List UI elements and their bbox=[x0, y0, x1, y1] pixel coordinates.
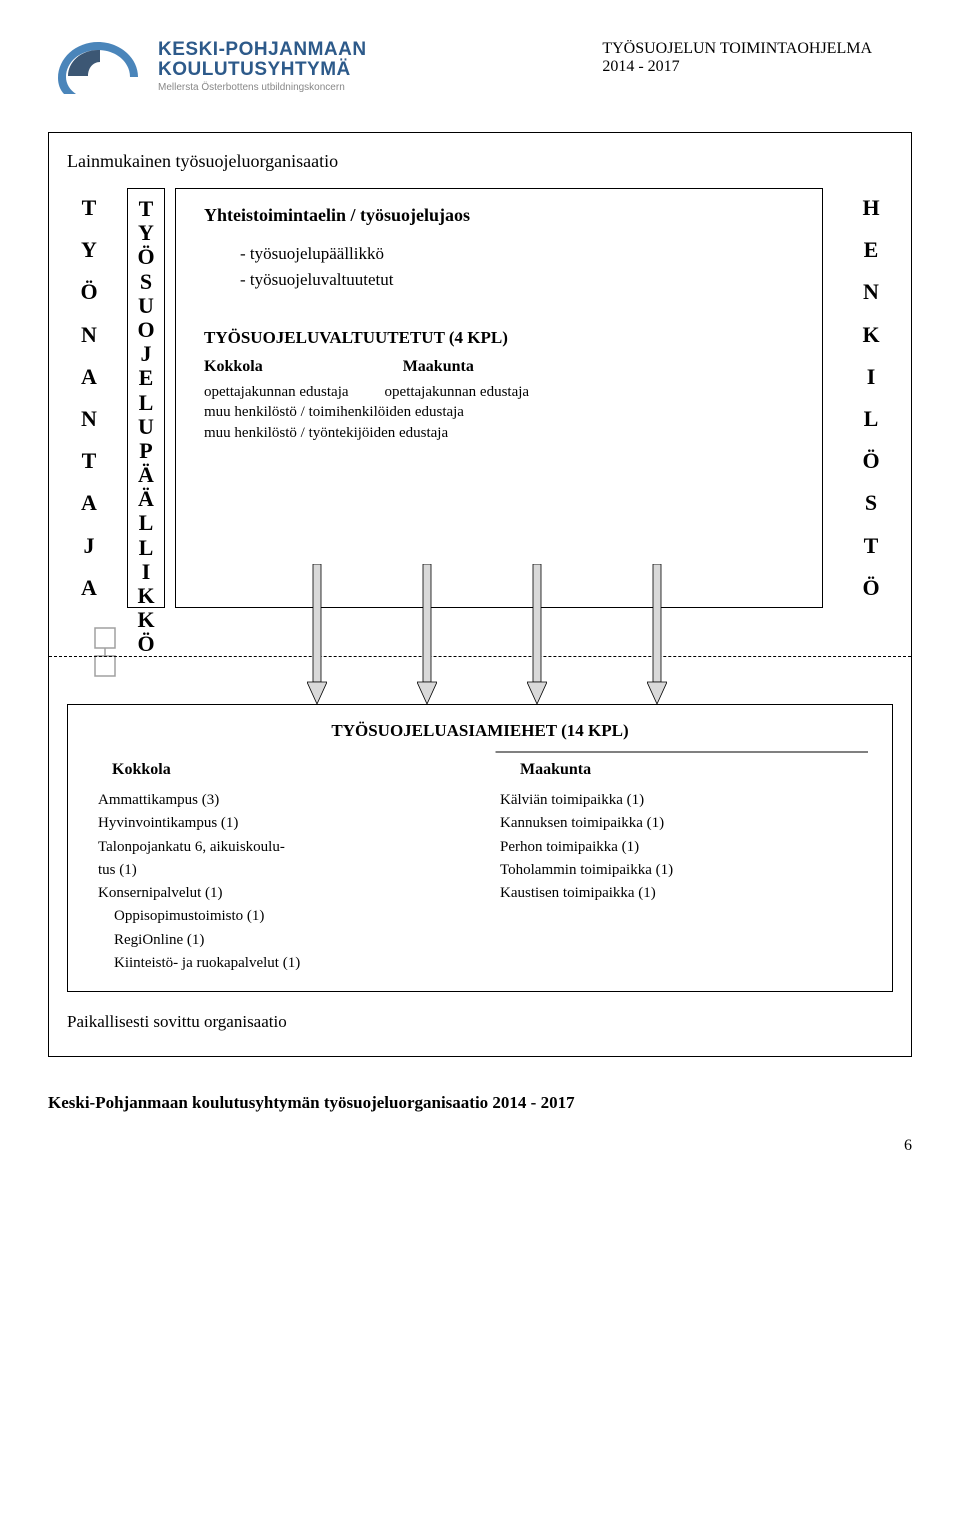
vertical-letter: Ä bbox=[138, 463, 154, 487]
list-item: Konsernipalvelut (1) bbox=[98, 882, 460, 905]
vertical-letter: N bbox=[81, 323, 97, 347]
center-col-right-head: Maakunta bbox=[403, 358, 474, 376]
vertical-letter: Ä bbox=[138, 487, 154, 511]
logo-tagline: Mellersta Österbottens utbildningskoncer… bbox=[158, 82, 367, 93]
vertical-label-employer: TYÖNANTAJA bbox=[67, 188, 111, 608]
vertical-letter: S bbox=[140, 270, 152, 294]
vertical-label-safety-manager: TYÖSUOJELUPÄÄLLIKKÖ bbox=[127, 188, 165, 608]
vertical-letter: S bbox=[865, 491, 877, 515]
vertical-label-staff: HENKILÖSTÖ bbox=[849, 188, 893, 608]
down-arrow-icon bbox=[417, 564, 437, 704]
frame-title: Lainmukainen työsuojeluorganisaatio bbox=[67, 151, 893, 172]
vertical-letter: T bbox=[82, 449, 97, 473]
list-item: Kälviän toimipaikka (1) bbox=[500, 789, 868, 812]
vertical-letter: Y bbox=[81, 238, 97, 262]
vertical-letter: L bbox=[139, 511, 154, 535]
vertical-letter: Ö bbox=[862, 576, 879, 600]
vertical-letter: T bbox=[139, 197, 154, 221]
vertical-letter: U bbox=[138, 415, 154, 439]
top-row: TYÖNANTAJA TYÖSUOJELUPÄÄLLIKKÖ Yhteistoi… bbox=[67, 188, 893, 608]
center-line1b: opettajakunnan edustaja bbox=[385, 382, 530, 402]
vertical-letter: U bbox=[138, 294, 154, 318]
center-title: Yhteistoimintaelin / työsuojelujaos bbox=[204, 205, 794, 226]
vertical-letter: Ö bbox=[80, 280, 97, 304]
footer-title: Keski-Pohjanmaan koulutusyhtymän työsuoj… bbox=[48, 1093, 912, 1113]
vertical-letter: E bbox=[864, 238, 879, 262]
center-list-item: - työsuojeluvaltuutetut bbox=[240, 270, 794, 290]
list-item: Kiinteistö- ja ruokapalvelut (1) bbox=[114, 952, 460, 975]
bottom-hline-icon bbox=[92, 749, 868, 755]
center-line1a: opettajakunnan edustaja bbox=[204, 382, 349, 402]
lock-box-icon bbox=[93, 626, 117, 678]
org-logo-block: KESKI-POHJANMAAN KOULUTUSYHTYMÄ Mellerst… bbox=[48, 40, 367, 100]
list-item: Oppisopimustoimisto (1) bbox=[114, 905, 460, 928]
list-item: Ammattikampus (3) bbox=[98, 789, 460, 812]
bottom-left-body: Ammattikampus (3)Hyvinvointikampus (1)Ta… bbox=[92, 789, 460, 975]
bottom-col-left: Kokkola Ammattikampus (3)Hyvinvointikamp… bbox=[92, 761, 460, 975]
vertical-letter: O bbox=[137, 318, 154, 342]
bottom-right-head: Maakunta bbox=[520, 761, 868, 779]
bottom-box: TYÖSUOJELUASIAMIEHET (14 KPL) Kokkola Am… bbox=[67, 704, 893, 992]
center-subtitle: TYÖSUOJELUVALTUUTETUT (4 KPL) bbox=[204, 328, 794, 348]
list-item: Talonpojankatu 6, aikuiskoulu- bbox=[98, 836, 460, 859]
center-col-left-head: Kokkola bbox=[204, 358, 263, 376]
page-number: 6 bbox=[48, 1137, 912, 1155]
vertical-letter: J bbox=[84, 534, 95, 558]
org-logo-icon bbox=[48, 40, 148, 100]
vertical-letter: N bbox=[81, 407, 97, 431]
vertical-letter: N bbox=[863, 280, 879, 304]
document-title-block: TYÖSUOJELUN TOIMINTAOHJELMA 2014 - 2017 bbox=[602, 40, 872, 76]
vertical-letter: A bbox=[81, 576, 97, 600]
list-item: Toholammin toimipaikka (1) bbox=[500, 859, 868, 882]
vertical-letter: T bbox=[864, 534, 879, 558]
vertical-letter: P bbox=[139, 439, 152, 463]
vertical-letter: K bbox=[137, 584, 154, 608]
list-item: Hyvinvointikampus (1) bbox=[98, 812, 460, 835]
vertical-letter: Ö bbox=[137, 245, 154, 269]
document-header: KESKI-POHJANMAAN KOULUTUSYHTYMÄ Mellerst… bbox=[48, 40, 912, 100]
bottom-left-head: Kokkola bbox=[112, 761, 460, 779]
bottom-title: TYÖSUOJELUASIAMIEHET (14 KPL) bbox=[92, 721, 868, 741]
center-list-item: - työsuojelupäällikkö bbox=[240, 244, 794, 264]
vertical-letter: Ö bbox=[862, 449, 879, 473]
center-list: - työsuojelupäällikkö - työsuojeluvaltuut… bbox=[240, 244, 794, 296]
bottom-right-body: Kälviän toimipaikka (1)Kannuksen toimipa… bbox=[500, 789, 868, 905]
vertical-letter: J bbox=[141, 342, 152, 366]
list-item: tus (1) bbox=[98, 859, 460, 882]
center-box: Yhteistoimintaelin / työsuojelujaos - ty… bbox=[175, 188, 823, 608]
vertical-letter: L bbox=[139, 391, 154, 415]
vertical-letter: H bbox=[862, 196, 879, 220]
center-details: opettajakunnan edustaja opettajakunnan e… bbox=[204, 382, 794, 443]
vertical-letter: L bbox=[864, 407, 879, 431]
center-line3: muu henkilöstö / työntekijöiden edustaja bbox=[204, 423, 794, 443]
local-org-title: Paikallisesti sovittu organisaatio bbox=[67, 1012, 893, 1032]
list-item: RegiOnline (1) bbox=[114, 929, 460, 952]
document-title: TYÖSUOJELUN TOIMINTAOHJELMA bbox=[602, 40, 872, 58]
list-item: Kannuksen toimipaikka (1) bbox=[500, 812, 868, 835]
vertical-letter: L bbox=[139, 536, 154, 560]
list-item: Kaustisen toimipaikka (1) bbox=[500, 882, 868, 905]
dashed-separator bbox=[49, 656, 911, 657]
vertical-letter: Y bbox=[138, 221, 154, 245]
vertical-letter: I bbox=[867, 365, 876, 389]
arrow-separator-row bbox=[67, 608, 893, 704]
list-item: Perhon toimipaikka (1) bbox=[500, 836, 868, 859]
vertical-letter: E bbox=[139, 366, 154, 390]
main-frame: Lainmukainen työsuojeluorganisaatio TYÖN… bbox=[48, 132, 912, 1057]
vertical-letter: A bbox=[81, 491, 97, 515]
vertical-letter: A bbox=[81, 365, 97, 389]
down-arrow-icon bbox=[647, 564, 667, 704]
logo-line2: KOULUTUSYHTYMÄ bbox=[158, 60, 367, 80]
vertical-letter: I bbox=[142, 560, 151, 584]
logo-line1: KESKI-POHJANMAAN bbox=[158, 40, 367, 60]
down-arrow-icon bbox=[307, 564, 327, 704]
vertical-letter: K bbox=[862, 323, 879, 347]
document-years: 2014 - 2017 bbox=[602, 58, 872, 76]
center-line2: muu henkilöstö / toimihenkilöiden edusta… bbox=[204, 402, 794, 422]
down-arrow-icon bbox=[527, 564, 547, 704]
vertical-letter: T bbox=[82, 196, 97, 220]
bottom-col-right: Maakunta Kälviän toimipaikka (1)Kannukse… bbox=[500, 761, 868, 975]
